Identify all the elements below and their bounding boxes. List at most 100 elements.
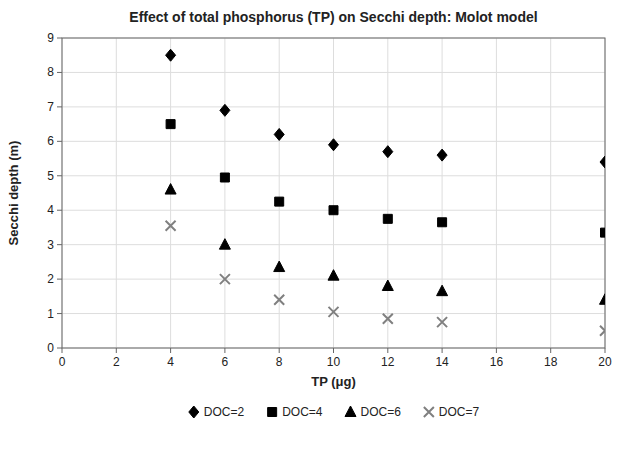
grid-line (333, 38, 334, 348)
series (166, 120, 605, 238)
grid-line (62, 72, 605, 73)
tick (57, 106, 62, 107)
point (329, 139, 339, 151)
point (328, 270, 339, 281)
tick (57, 348, 62, 349)
tick (333, 348, 334, 353)
legend-item: DOC=2 (189, 405, 245, 419)
point (438, 218, 447, 227)
tick (57, 210, 62, 211)
title: Effect of total phosphorus (TP) on Secch… (129, 9, 537, 25)
grid-line (62, 175, 605, 176)
tick-label: 8 (276, 355, 283, 369)
tick (57, 38, 62, 39)
point (382, 280, 393, 291)
point (274, 261, 285, 272)
chart: 024681012141618200123456789Effect of tot… (0, 0, 627, 450)
plot-frame (62, 38, 605, 348)
point (219, 239, 230, 250)
point (220, 104, 230, 116)
legend-symbol (189, 406, 199, 418)
legend-symbol (345, 406, 356, 417)
tick-label: 2 (113, 355, 120, 369)
tick (57, 244, 62, 245)
tick-label: 16 (490, 355, 504, 369)
series (165, 184, 605, 305)
point (274, 295, 284, 305)
tick (57, 175, 62, 176)
point (166, 120, 175, 129)
point (437, 285, 448, 296)
legend-item: DOC=4 (268, 405, 323, 419)
tick-label: 1 (47, 307, 54, 321)
marks (165, 49, 605, 336)
tick (116, 348, 117, 353)
grid-line (387, 38, 388, 348)
tick-label: 12 (381, 355, 395, 369)
point (437, 317, 447, 327)
tick (605, 348, 606, 353)
point (437, 149, 447, 161)
grid-line (62, 244, 605, 245)
tick-label: 2 (47, 272, 54, 286)
tick (442, 348, 443, 353)
tick-label: 4 (47, 203, 54, 217)
tick-label: 6 (222, 355, 229, 369)
tick-label: 9 (47, 31, 54, 45)
legend-item: DOC=6 (345, 405, 401, 419)
point (601, 228, 606, 237)
point (275, 197, 284, 206)
tick (550, 348, 551, 353)
point (165, 184, 176, 195)
tick (496, 348, 497, 353)
point (383, 214, 392, 223)
axes: 024681012141618200123456789 (47, 31, 612, 369)
tick (279, 348, 280, 353)
grid-line (496, 38, 497, 348)
tick (224, 348, 225, 353)
tick-label: 8 (47, 65, 54, 79)
tick-label: 7 (47, 100, 54, 114)
tick (170, 348, 171, 353)
grid-line (62, 106, 605, 107)
point (166, 221, 176, 231)
tick-label: 20 (598, 355, 612, 369)
legend-label: DOC=2 (204, 405, 245, 419)
series (166, 221, 605, 336)
grid-line (442, 38, 443, 348)
tick (387, 348, 388, 353)
legend-symbol (268, 408, 277, 417)
tick-label: 4 (167, 355, 174, 369)
legend-label: DOC=4 (282, 405, 323, 419)
point (600, 326, 605, 336)
tick-label: 14 (435, 355, 449, 369)
series (166, 49, 605, 168)
tick (57, 141, 62, 142)
tick-label: 0 (59, 355, 66, 369)
tick-label: 18 (544, 355, 558, 369)
tick (57, 72, 62, 73)
grid-line (116, 38, 117, 348)
grid-line (550, 38, 551, 348)
x-axis-label: TP (μg) (311, 374, 356, 389)
tick-label: 5 (47, 169, 54, 183)
point (383, 314, 393, 324)
point (274, 128, 284, 140)
tick (57, 279, 62, 280)
point (600, 156, 605, 168)
point (220, 274, 230, 284)
grid-line (224, 38, 225, 348)
legend-item: DOC=7 (424, 405, 480, 419)
point (383, 146, 393, 158)
y-axis-label: Secchi depth (m) (6, 141, 21, 246)
legend-label: DOC=7 (439, 405, 480, 419)
point (600, 294, 606, 305)
point (166, 49, 176, 61)
point (329, 206, 338, 215)
tick (62, 348, 63, 353)
tick (57, 313, 62, 314)
legend-symbol (424, 407, 434, 417)
tick-label: 0 (47, 341, 54, 355)
legend-label: DOC=6 (361, 405, 402, 419)
legend: DOC=2 DOC=4 DOC=6 DOC=7 (189, 405, 480, 419)
